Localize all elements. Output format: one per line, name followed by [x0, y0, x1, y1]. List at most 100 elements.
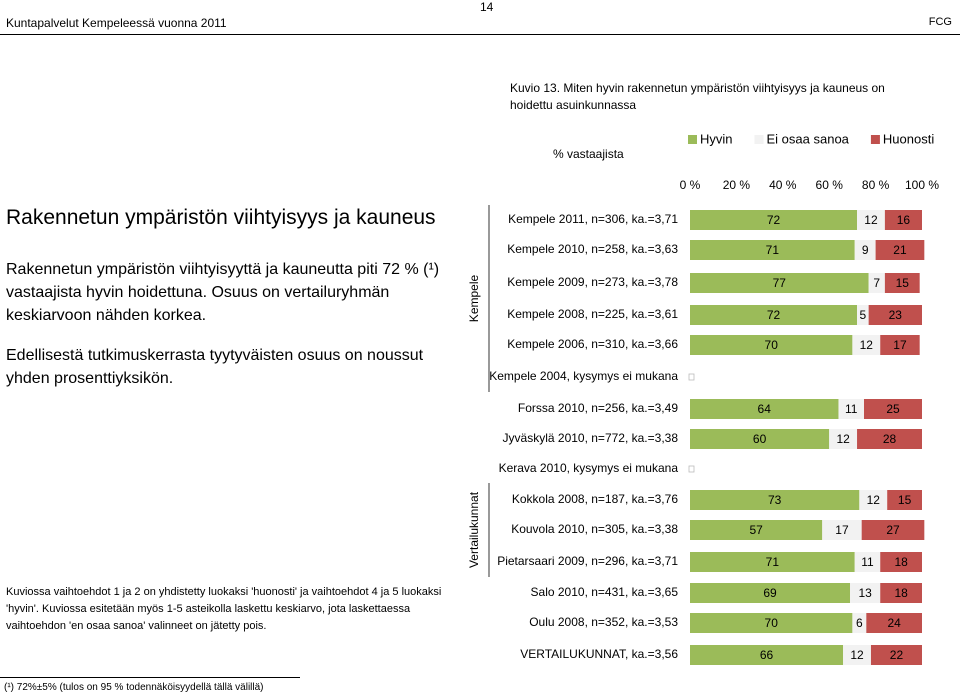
bar-segment — [884, 273, 920, 293]
bar-segment — [690, 552, 855, 572]
x-tick-label: 100 % — [905, 178, 939, 192]
data-label: 70 — [765, 616, 779, 630]
data-label: 71 — [766, 243, 780, 257]
category-label: Kempele 2009, n=273, ka.=3,78 — [507, 275, 678, 289]
legend-label: Huonosti — [883, 131, 934, 146]
bar-segment — [690, 305, 858, 325]
data-label: 73 — [768, 493, 782, 507]
data-label: 15 — [898, 493, 912, 507]
group-label: Kempele — [467, 275, 481, 323]
data-label: 27 — [886, 523, 900, 537]
legend-swatch — [870, 135, 880, 144]
data-label: 6 — [856, 616, 863, 630]
bar-segment — [880, 583, 922, 603]
bar-segment — [690, 613, 853, 633]
data-label: 12 — [860, 338, 874, 352]
bar-segment — [857, 305, 869, 325]
data-label: 12 — [836, 432, 850, 446]
bar-segment — [852, 613, 867, 633]
category-label: Pietarsaari 2009, n=296, ka.=3,71 — [497, 554, 678, 568]
x-tick-label: 20 % — [723, 178, 751, 192]
legend-swatch — [754, 135, 764, 144]
bar-segment — [861, 520, 925, 540]
empty-marker — [688, 373, 695, 381]
category-label: Kouvola 2010, n=305, ka.=3,38 — [511, 522, 678, 536]
data-label: 17 — [835, 523, 849, 537]
data-label: 7 — [873, 276, 880, 290]
bar-segment — [829, 429, 858, 449]
data-label: 17 — [893, 338, 907, 352]
x-axis-label: % vastaajista — [553, 147, 624, 161]
category-label: Kempele 2006, n=310, ka.=3,66 — [507, 337, 678, 351]
bar-segment — [864, 399, 922, 419]
empty-marker — [688, 465, 695, 473]
bar-segment — [875, 240, 925, 260]
bar-segment — [880, 552, 922, 572]
bar-segment — [854, 240, 876, 260]
bar-segment — [690, 645, 844, 665]
data-label: 72 — [767, 213, 781, 227]
bar-segment — [857, 210, 885, 230]
data-label: 72 — [767, 308, 781, 322]
legend-label: Ei osaa sanoa — [767, 131, 850, 146]
category-label: Kempele 2010, n=258, ka.=3,63 — [507, 242, 678, 256]
data-label: 9 — [862, 243, 869, 257]
data-label: 5 — [859, 308, 866, 322]
bar-segment — [690, 520, 823, 540]
data-label: 69 — [763, 586, 777, 600]
data-label: 70 — [765, 338, 779, 352]
bar-segment — [690, 399, 839, 419]
bar-segment — [870, 645, 922, 665]
bar-segment — [868, 273, 885, 293]
category-label: Oulu 2008, n=352, ka.=3,53 — [529, 615, 678, 629]
data-label: 12 — [864, 213, 878, 227]
paragraph: Rakennetun ympäristön viihtyisyyttä ja k… — [6, 261, 440, 324]
header-right: FCG — [928, 16, 952, 28]
bar-segment — [690, 240, 855, 260]
x-tick-label: 60 % — [816, 178, 844, 192]
category-label: Forssa 2010, n=256, ka.=3,49 — [518, 401, 678, 415]
data-label: 21 — [893, 243, 907, 257]
page-number: 14 — [480, 0, 494, 14]
header-rule — [0, 34, 960, 35]
bar-segment — [843, 645, 871, 665]
data-label: 23 — [889, 308, 903, 322]
bar-segment — [859, 490, 888, 510]
data-label: 18 — [894, 555, 908, 569]
bar-segment — [866, 613, 922, 633]
data-label: 22 — [890, 648, 904, 662]
bar-segment — [690, 335, 853, 355]
bar-segment — [887, 490, 922, 510]
bar-segment — [884, 210, 922, 230]
data-label: 11 — [845, 402, 858, 416]
category-label: Kerava 2010, kysymys ei mukana — [499, 461, 679, 475]
bar-segment — [868, 305, 922, 325]
footnote-rule — [0, 677, 300, 678]
data-label: 77 — [773, 276, 787, 290]
category-label: Jyväskylä 2010, n=772, ka.=3,38 — [503, 431, 679, 445]
header-left: Kuntapalvelut Kempeleessä vuonna 2011 — [6, 16, 227, 30]
bar-segment — [838, 399, 864, 419]
note: Kuviossa vaihtoehdot 1 ja 2 on yhdistett… — [6, 586, 442, 632]
category-label: Salo 2010, n=431, ka.=3,65 — [531, 585, 679, 599]
category-label: Kempele 2008, n=225, ka.=3,61 — [507, 307, 678, 321]
data-label: 28 — [883, 432, 897, 446]
bar-segment — [690, 583, 851, 603]
data-label: 11 — [861, 555, 874, 569]
bar-segment — [880, 335, 920, 355]
bar-segment — [857, 429, 922, 449]
legend-swatch — [688, 135, 697, 144]
x-tick-label: 80 % — [862, 178, 890, 192]
category-label: Kempele 2004, kysymys ei mukana — [489, 369, 678, 383]
data-label: 24 — [887, 616, 901, 630]
data-label: 71 — [766, 555, 780, 569]
data-label: 60 — [753, 432, 767, 446]
bar-segment — [690, 490, 860, 510]
data-label: 64 — [758, 402, 772, 416]
paragraph: Edellisestä tutkimuskerrasta tyytyväiste… — [6, 347, 424, 387]
legend-label: Hyvin — [700, 131, 733, 146]
data-label: 12 — [850, 648, 864, 662]
data-label: 66 — [760, 648, 774, 662]
